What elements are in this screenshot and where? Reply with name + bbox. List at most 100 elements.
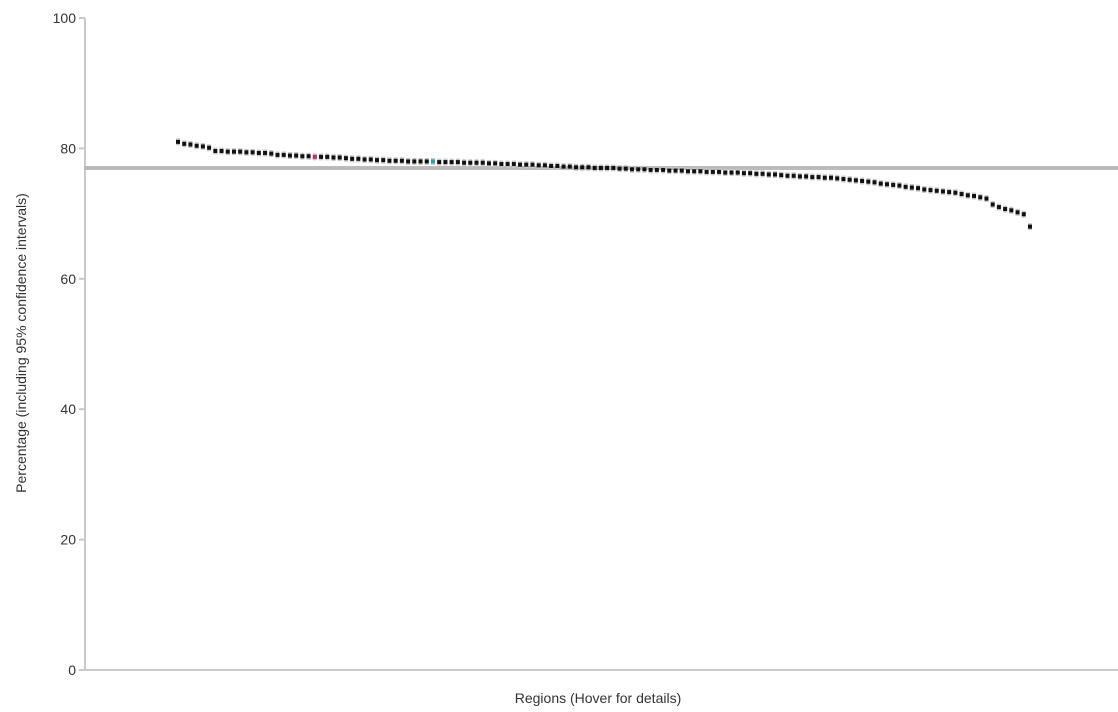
data-point[interactable]	[592, 165, 597, 170]
data-point[interactable]	[1028, 224, 1032, 229]
data-point[interactable]	[375, 158, 380, 163]
data-point[interactable]	[455, 160, 460, 165]
data-point[interactable]	[816, 175, 821, 180]
data-point[interactable]	[810, 175, 815, 180]
data-point[interactable]	[350, 156, 355, 161]
data-point[interactable]	[729, 170, 734, 175]
data-point[interactable]	[934, 188, 939, 193]
data-point[interactable]	[940, 189, 945, 194]
data-point[interactable]	[176, 139, 180, 144]
data-point[interactable]	[524, 162, 529, 167]
data-point[interactable]	[331, 155, 336, 160]
data-point[interactable]	[182, 141, 187, 146]
data-point[interactable]	[319, 154, 324, 159]
data-point[interactable]	[685, 169, 690, 174]
data-point[interactable]	[518, 162, 523, 167]
data-point[interactable]	[368, 157, 373, 162]
data-point[interactable]	[853, 178, 858, 183]
data-point[interactable]	[530, 162, 535, 167]
data-point[interactable]	[617, 166, 622, 171]
data-point[interactable]	[536, 163, 541, 168]
data-point[interactable]	[312, 154, 317, 159]
data-point[interactable]	[406, 159, 411, 164]
data-point[interactable]	[511, 162, 516, 167]
data-point[interactable]	[443, 160, 448, 165]
data-point[interactable]	[493, 161, 498, 166]
data-point[interactable]	[225, 149, 230, 154]
data-point[interactable]	[903, 184, 908, 189]
data-point[interactable]	[766, 172, 771, 177]
data-point[interactable]	[474, 160, 479, 165]
data-point[interactable]	[505, 162, 510, 167]
data-point[interactable]	[468, 160, 473, 165]
data-point[interactable]	[822, 175, 827, 180]
data-point[interactable]	[418, 159, 423, 164]
data-point[interactable]	[642, 167, 647, 172]
data-point[interactable]	[574, 165, 579, 170]
data-point[interactable]	[555, 164, 560, 169]
data-point[interactable]	[797, 174, 802, 179]
data-point[interactable]	[399, 158, 404, 163]
data-point[interactable]	[972, 193, 977, 198]
data-point[interactable]	[219, 149, 224, 154]
data-point[interactable]	[860, 179, 865, 183]
data-point[interactable]	[188, 142, 193, 147]
data-point[interactable]	[238, 149, 243, 154]
data-point[interactable]	[866, 179, 871, 184]
data-point[interactable]	[741, 171, 746, 176]
data-point[interactable]	[965, 193, 970, 198]
data-point[interactable]	[667, 168, 672, 173]
data-point[interactable]	[990, 202, 995, 207]
data-point[interactable]	[256, 150, 261, 155]
data-point[interactable]	[835, 176, 840, 181]
data-point[interactable]	[362, 157, 367, 162]
data-point[interactable]	[294, 153, 299, 158]
data-point[interactable]	[878, 181, 883, 186]
data-point[interactable]	[916, 186, 921, 191]
data-points[interactable]	[176, 138, 1032, 231]
data-point[interactable]	[673, 168, 678, 173]
data-point[interactable]	[909, 185, 914, 190]
data-point[interactable]	[891, 182, 896, 187]
data-point[interactable]	[748, 171, 753, 176]
data-point[interactable]	[300, 154, 305, 159]
data-point[interactable]	[791, 173, 796, 178]
data-point[interactable]	[561, 164, 566, 169]
data-point[interactable]	[717, 169, 722, 174]
data-point[interactable]	[629, 167, 634, 172]
data-point[interactable]	[306, 154, 311, 159]
data-point[interactable]	[449, 160, 454, 165]
data-point[interactable]	[723, 170, 728, 175]
data-point[interactable]	[393, 158, 398, 163]
data-point[interactable]	[343, 156, 348, 161]
data-point[interactable]	[325, 154, 330, 159]
data-point[interactable]	[387, 158, 392, 163]
data-point[interactable]	[953, 190, 958, 195]
data-point[interactable]	[381, 158, 386, 163]
data-point[interactable]	[922, 187, 927, 192]
data-point[interactable]	[424, 159, 429, 164]
data-point[interactable]	[623, 166, 628, 171]
data-point[interactable]	[1021, 212, 1026, 217]
data-point[interactable]	[661, 167, 666, 172]
data-point[interactable]	[580, 165, 585, 170]
data-point[interactable]	[486, 161, 491, 166]
data-point[interactable]	[412, 159, 417, 164]
data-point[interactable]	[542, 163, 547, 168]
data-point[interactable]	[263, 150, 268, 155]
data-point[interactable]	[773, 172, 778, 177]
data-point[interactable]	[213, 149, 218, 154]
data-point[interactable]	[281, 152, 286, 157]
data-point[interactable]	[1003, 207, 1008, 212]
data-point[interactable]	[959, 192, 964, 197]
data-point[interactable]	[872, 180, 877, 185]
data-point[interactable]	[337, 155, 342, 160]
data-point[interactable]	[462, 160, 467, 165]
data-point[interactable]	[884, 182, 889, 187]
data-point[interactable]	[779, 173, 784, 178]
data-point[interactable]	[996, 205, 1001, 210]
data-point[interactable]	[598, 165, 603, 170]
data-point[interactable]	[207, 145, 212, 150]
data-point[interactable]	[605, 165, 610, 170]
data-point[interactable]	[984, 196, 989, 201]
